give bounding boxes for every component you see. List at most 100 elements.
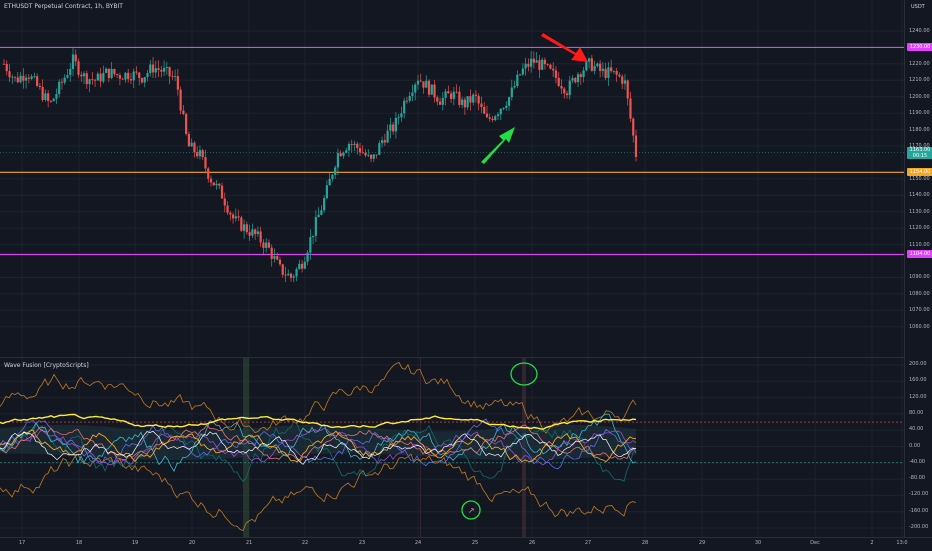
candle-body [320,210,323,215]
candle-body [372,154,375,159]
candle-body [334,167,337,175]
candle-body [593,66,596,71]
candle-body [82,73,86,77]
candle-body [411,92,414,97]
candle-body [400,113,403,118]
candle-body [491,118,494,121]
candle-body [38,85,41,87]
candle-body [621,76,624,84]
rocket-icon: ↗ [468,506,475,515]
candle-body [557,77,560,86]
price-tick-label: 1070.00 [909,307,930,314]
candle-body [527,63,530,67]
candle-body [99,73,102,82]
candle-body [317,214,320,218]
candle-body [204,157,207,169]
candle-body [5,63,8,72]
candle-body [507,97,511,106]
candle-body [124,72,127,80]
candle-body [270,247,273,259]
candle-body [634,135,638,157]
osc-tick-label: 120.00 [909,393,927,400]
candle-body [339,153,342,157]
date-tick-label: 23 [358,540,366,546]
candle-body [132,71,135,81]
candle-body [601,68,604,71]
purple-wave-line [0,427,637,466]
candle-body [433,84,436,98]
candle-body [587,58,591,62]
candle-body [485,113,489,118]
green-arrow-annotation [481,127,515,164]
date-tick-label: 19 [131,540,139,546]
candle-body [113,68,116,75]
time-axis[interactable]: 17 18 19 20 21 22 23 24 25 26 27 28 29 30 Dec 2 13:0 [0,537,932,551]
candle-body [118,75,122,79]
wave-fusion-chart[interactable]: ↗ [0,358,904,538]
candle-body [185,114,188,134]
candle-body [455,91,458,93]
candle-body [44,93,47,100]
osc-tick-label: 80.00 [909,409,924,416]
candle-body [623,80,627,84]
candle-body [342,152,345,157]
price-tick-label: 1080.00 [909,290,930,297]
candle-body [604,68,607,78]
candle-body [146,72,149,78]
candle-body [306,252,309,262]
price-tick-label: 1120.00 [909,225,930,232]
indicator-pane[interactable]: ↗ Wave Fusion [CryptoScripts] [0,357,904,538]
candle-body [240,217,243,231]
candle-body [469,96,472,103]
candle-body [574,78,577,83]
oscillator-fill-band [0,424,636,460]
price-tick-label: 1110.00 [909,241,930,248]
candle-body [474,94,478,96]
candle-body [198,150,202,157]
lower-envelope-line [0,453,637,532]
date-tick-label: 24 [414,540,422,546]
candle-body [565,93,569,96]
candle-body [480,103,483,107]
candle-body [554,70,558,78]
candle-body [138,72,141,79]
candle-body [496,114,500,117]
candle-body [494,116,497,121]
candle-body [543,59,547,65]
candle-body [69,69,72,75]
candle-body [27,77,30,79]
candle-body [416,80,420,85]
price-tick-label: 1170.00 [909,143,930,149]
candle-body [549,64,552,69]
candle-body [74,54,77,62]
candle-body [179,89,182,111]
candle-body [2,63,6,65]
candle-body [168,67,171,77]
candle-body [427,80,431,95]
candle-body [196,152,199,157]
osc-tick-label: -120.00 [909,491,929,498]
candle-body [91,79,94,81]
date-tick-label: 26 [528,540,536,546]
price-chart-pane[interactable]: ETHUSDT Perpetual Contract, 1h, BYBIT [0,0,904,357]
candle-body [563,88,566,94]
candle-body [436,97,439,102]
candle-body [140,78,144,83]
price-tick-label: 1190.00 [909,110,930,117]
candle-body [30,76,33,79]
orange-wave-line [0,429,637,463]
candle-body [325,185,328,199]
candle-body [629,98,632,119]
candle-body [463,99,466,108]
candle-body [24,77,28,81]
price-tick-label: 1220.00 [909,60,930,67]
price-axis[interactable]: USDT 1240.00 1220.00 1210.00 1200.00 1190.00… [904,0,932,537]
candle-body [579,74,582,77]
candle-body [532,58,535,63]
date-tick-label: 17 [18,540,26,546]
candle-body [267,242,271,248]
price-level-badge: 1230.00 [907,43,932,52]
candle-body [425,80,428,88]
candle-body [552,68,555,71]
candlestick-chart[interactable] [0,0,904,357]
